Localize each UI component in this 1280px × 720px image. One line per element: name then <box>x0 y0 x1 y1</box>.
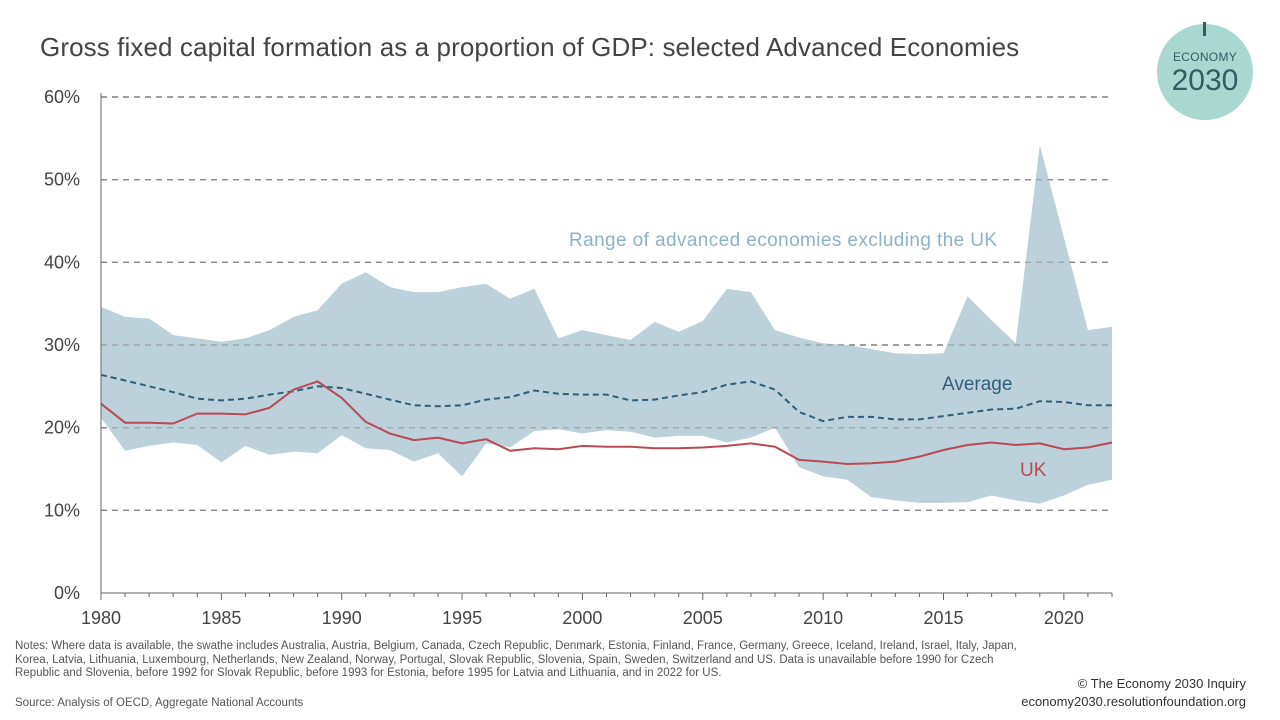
y-tick-label: 20% <box>44 418 80 438</box>
label-layer: 0% 10% 20% 30% 40% 50% 60% 1980 1985 1990 1995 2000… <box>44 87 1084 628</box>
average-label: Average <box>942 374 1012 395</box>
logo-text-top: ECONOMY <box>1172 50 1238 64</box>
axis-layer <box>100 93 1113 600</box>
x-tick-label: 2010 <box>803 608 843 628</box>
chart-title: Gross fixed capital formation as a propo… <box>40 32 1020 62</box>
x-tick-label: 1980 <box>81 608 121 628</box>
chart-source: Source: Analysis of OECD, Aggregate Nati… <box>15 697 304 709</box>
x-tick-label: 2015 <box>923 608 963 628</box>
x-tick-label: 2020 <box>1044 608 1084 628</box>
y-tick-label: 10% <box>44 500 80 520</box>
y-tick-label: 0% <box>54 583 80 603</box>
x-tick-label: 1990 <box>322 608 362 628</box>
y-tick-label: 60% <box>44 87 80 107</box>
uk-line <box>100 380 1113 466</box>
average-line <box>100 373 1112 423</box>
credit-website[interactable]: economy2030.resolutionfoundation.org <box>1021 694 1246 709</box>
grid-overlay-layer <box>101 96 1112 512</box>
logo-text-bottom: 2030 <box>1171 64 1239 97</box>
y-tick-label: 40% <box>44 252 80 272</box>
y-tick-label: 30% <box>44 335 80 355</box>
uk-label: UK <box>1020 460 1047 481</box>
credit-block: © The Economy 2030 Inquiry economy2030.r… <box>1021 675 1246 711</box>
range-label: Range of advanced economies excluding th… <box>569 230 997 251</box>
x-tick-label: 2005 <box>683 608 723 628</box>
x-tick-label: 1995 <box>442 608 482 628</box>
chart-notes: Notes: Where data is available, the swat… <box>15 640 1017 679</box>
series-layer <box>100 373 1113 466</box>
logo-tick-mark <box>1203 22 1206 36</box>
economy-2030-logo: ECONOMY 2030 <box>1157 22 1253 120</box>
x-tick-label: 1985 <box>201 608 241 628</box>
range-band <box>101 144 1112 504</box>
y-tick-label: 50% <box>44 170 80 190</box>
range-layer <box>101 144 1112 504</box>
x-tick-label: 2000 <box>562 608 602 628</box>
credit-copyright: © The Economy 2030 Inquiry <box>1077 676 1246 691</box>
